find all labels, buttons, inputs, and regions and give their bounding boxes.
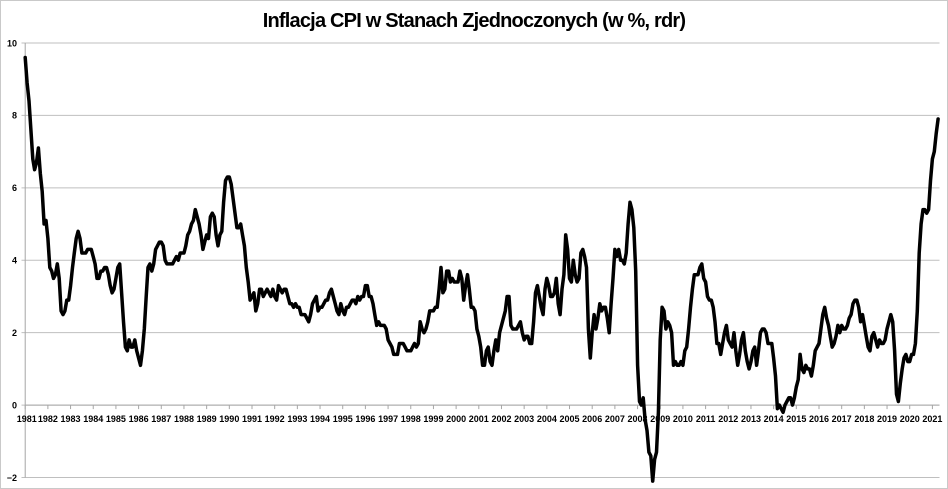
svg-text:10: 10	[7, 38, 17, 48]
svg-text:2013: 2013	[741, 414, 761, 424]
svg-text:2018: 2018	[854, 414, 874, 424]
svg-text:1983: 1983	[61, 414, 81, 424]
svg-text:2006: 2006	[582, 414, 602, 424]
svg-text:2009: 2009	[650, 414, 670, 424]
svg-text:2014: 2014	[764, 414, 784, 424]
svg-text:1996: 1996	[355, 414, 375, 424]
svg-text:6: 6	[12, 183, 17, 193]
svg-text:1997: 1997	[378, 414, 398, 424]
svg-text:1999: 1999	[423, 414, 443, 424]
svg-text:1995: 1995	[333, 414, 353, 424]
svg-text:1993: 1993	[287, 414, 307, 424]
svg-text:2003: 2003	[514, 414, 534, 424]
svg-text:2010: 2010	[673, 414, 693, 424]
svg-text:2002: 2002	[491, 414, 511, 424]
svg-text:2004: 2004	[537, 414, 557, 424]
svg-text:−2: −2	[7, 473, 17, 483]
svg-text:4: 4	[12, 256, 17, 266]
svg-text:2020: 2020	[900, 414, 920, 424]
svg-text:2007: 2007	[605, 414, 625, 424]
svg-text:1988: 1988	[174, 414, 194, 424]
svg-text:2000: 2000	[446, 414, 466, 424]
svg-text:1984: 1984	[83, 414, 103, 424]
svg-text:2: 2	[12, 328, 17, 338]
svg-text:2011: 2011	[696, 414, 716, 424]
svg-text:2021: 2021	[922, 414, 942, 424]
svg-text:1985: 1985	[106, 414, 126, 424]
svg-text:1987: 1987	[151, 414, 171, 424]
svg-text:2019: 2019	[877, 414, 897, 424]
svg-text:1994: 1994	[310, 414, 330, 424]
svg-text:2005: 2005	[560, 414, 580, 424]
svg-text:0: 0	[12, 400, 17, 410]
svg-text:1986: 1986	[129, 414, 149, 424]
svg-text:2012: 2012	[718, 414, 738, 424]
svg-text:1981: 1981	[17, 414, 37, 424]
svg-text:1990: 1990	[219, 414, 239, 424]
svg-text:1991: 1991	[242, 414, 262, 424]
svg-text:2015: 2015	[786, 414, 806, 424]
svg-text:2001: 2001	[469, 414, 489, 424]
svg-text:2017: 2017	[832, 414, 852, 424]
svg-text:2016: 2016	[809, 414, 829, 424]
svg-text:1989: 1989	[197, 414, 217, 424]
svg-text:2008: 2008	[628, 414, 648, 424]
svg-text:Inflacja CPI w Stanach Zjednoc: Inflacja CPI w Stanach Zjednoczonych (w …	[263, 10, 686, 32]
svg-text:8: 8	[12, 111, 17, 121]
svg-text:1992: 1992	[265, 414, 285, 424]
svg-text:1998: 1998	[401, 414, 421, 424]
svg-text:1982: 1982	[38, 414, 58, 424]
